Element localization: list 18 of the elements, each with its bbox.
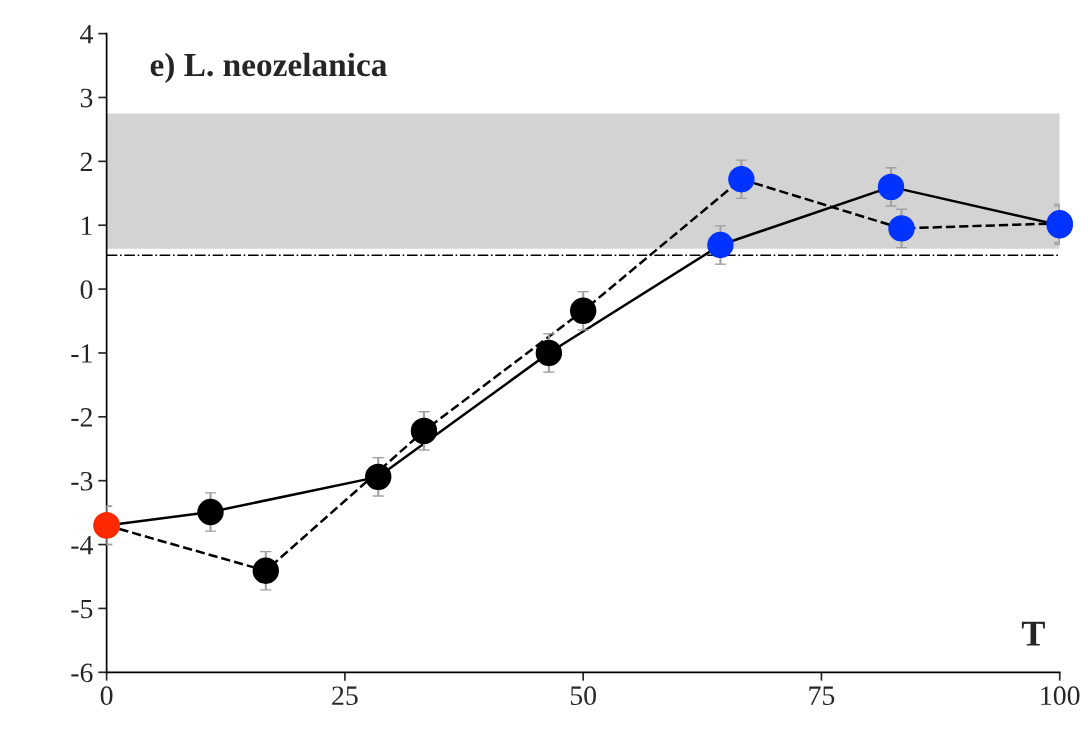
y-tick-label: -4 — [71, 535, 93, 555]
y-tick-label: -6 — [71, 663, 93, 683]
y-tick-label: 0 — [80, 280, 93, 299]
y-tick-label: 4 — [80, 24, 93, 44]
x-tick-label: 0 — [100, 686, 113, 706]
x-tick-label: 50 — [570, 686, 596, 706]
y-tick-label: 3 — [80, 88, 93, 108]
y-tick-label: -2 — [71, 408, 92, 427]
y-tick-label: 2 — [80, 152, 92, 171]
x-tick-label: 25 — [332, 686, 358, 706]
y-tick-label: -1 — [71, 344, 92, 363]
x-tick-label: 100 — [1041, 686, 1080, 706]
y-tick-label: -5 — [71, 599, 93, 619]
y-tick-label: -3 — [71, 471, 93, 491]
x-tick-label: 75 — [809, 686, 835, 706]
y-tick-label: 1 — [81, 216, 92, 235]
x-axis-title: T — [1021, 621, 1045, 646]
text: e) L. neozelanica — [150, 52, 387, 83]
